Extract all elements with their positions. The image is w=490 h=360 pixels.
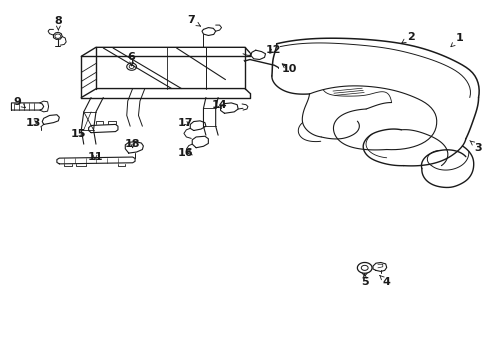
Text: 10: 10	[281, 64, 296, 74]
Text: 1: 1	[451, 33, 464, 47]
Text: 17: 17	[178, 118, 193, 128]
Text: 15: 15	[70, 129, 86, 139]
Text: 5: 5	[361, 274, 368, 287]
Text: 14: 14	[212, 100, 227, 111]
Text: 13: 13	[25, 118, 41, 128]
Text: 11: 11	[87, 152, 103, 162]
Text: 3: 3	[470, 141, 482, 153]
Text: 4: 4	[380, 275, 391, 287]
Text: 9: 9	[14, 97, 25, 108]
Text: 2: 2	[402, 32, 415, 43]
Text: 12: 12	[266, 45, 281, 55]
Text: 6: 6	[128, 52, 136, 66]
Text: 7: 7	[187, 15, 200, 26]
Text: 18: 18	[125, 139, 140, 149]
Text: 8: 8	[54, 17, 62, 30]
Text: 16: 16	[177, 148, 193, 158]
